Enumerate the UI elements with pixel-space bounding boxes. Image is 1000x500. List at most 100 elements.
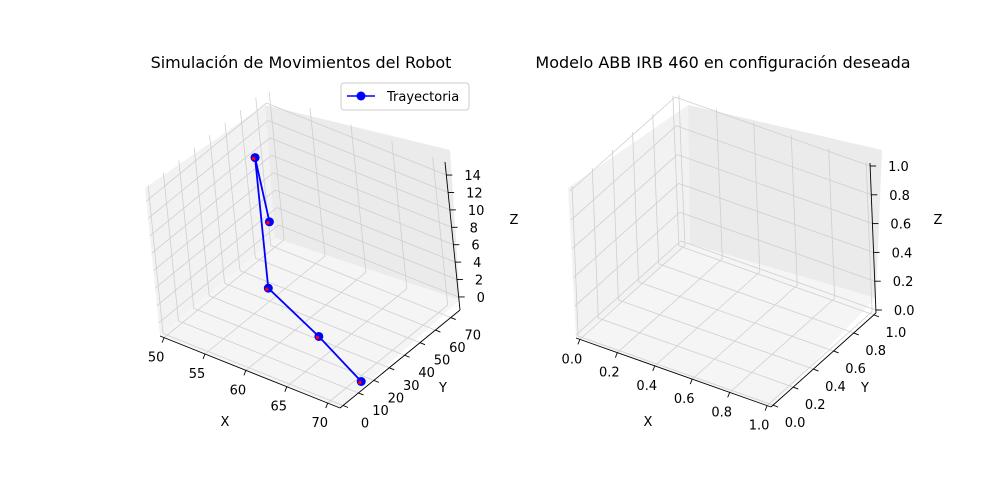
left-grid-zx [274, 189, 456, 263]
left-grid-xz [350, 124, 367, 273]
right-ytick-mark [793, 386, 799, 390]
left-zlabel: Z [510, 213, 519, 228]
right-xtick-label: 0.0 [562, 352, 583, 367]
right-xtick-mark [689, 378, 693, 385]
right-3d-axes: Modelo ABB IRB 460 en configuración dese… [535, 53, 942, 434]
right-xtick-label: 0.6 [674, 392, 695, 407]
left-grid-zx [266, 102, 447, 176]
left-grid-zx [276, 207, 458, 280]
left-grid-zy [147, 120, 269, 219]
joint-marker [357, 380, 362, 385]
trajectory-marker [264, 217, 274, 227]
left-xtick-label: 55 [189, 367, 206, 382]
right-xtick-mark [764, 405, 768, 411]
left-ylabel: Y [438, 381, 447, 396]
left-xtick-label: 70 [311, 416, 328, 431]
left-ztick-label: 12 [466, 186, 483, 201]
left-grid-zx [271, 154, 452, 228]
right-xtick-label: 0.2 [599, 366, 620, 381]
left-xtick-label: 65 [271, 400, 288, 415]
right-y-axis-line [770, 312, 877, 408]
left-ytick-label: 10 [372, 404, 389, 419]
left-ytick-mark [450, 317, 456, 320]
left-grid-y [239, 270, 421, 344]
right-grid-zx [677, 154, 873, 224]
right-xtick-label: 0.4 [636, 379, 657, 394]
left-ytick-label: 70 [464, 329, 481, 344]
left-ytick-mark [404, 354, 410, 358]
right-pane-back-left [568, 105, 690, 338]
left-ytick-label: 40 [418, 366, 435, 381]
left-grid-zy [156, 207, 278, 306]
left-pane-floor [160, 238, 460, 408]
right-grid-zy [574, 211, 680, 307]
right-grid-y [577, 335, 774, 406]
right-ytick-mark [873, 314, 880, 318]
left-grid-zx [269, 137, 451, 211]
right-xtick-label: 0.8 [711, 405, 732, 420]
right-grid-y [618, 299, 814, 370]
right-grid-yz [591, 168, 599, 319]
right-ytick-label: 0.4 [825, 380, 846, 395]
left-grid-y [224, 282, 405, 356]
left-grid-x [286, 288, 408, 388]
right-grid-yz [652, 113, 660, 264]
right-grid-x [579, 245, 686, 340]
trajectory-marker [356, 377, 366, 387]
left-ztick-label: 4 [473, 256, 481, 271]
right-z-axis-line [869, 162, 877, 314]
left-grid-xz [309, 107, 326, 257]
right-ytick-mark [853, 332, 859, 336]
right-xlabel: X [644, 415, 653, 430]
right-xtick-mark [727, 392, 731, 398]
left-grid-yz [163, 172, 179, 321]
left-grid-y [270, 245, 451, 318]
right-grid-xz [790, 135, 798, 286]
left-grid-y [209, 295, 390, 369]
right-x-axis-line [575, 337, 772, 408]
left-grid [146, 91, 459, 406]
right-grid-zy [569, 96, 676, 192]
right-chart-title: Modelo ABB IRB 460 en configuración dese… [535, 53, 910, 72]
legend-box [340, 82, 470, 111]
left-pane-back-right [265, 105, 460, 300]
right-grid-x [654, 271, 761, 367]
trajectory-series [250, 153, 366, 387]
right-grid-y [678, 245, 875, 316]
right-grid-xz [865, 161, 873, 312]
left-grid-y [255, 257, 436, 331]
left-ztick-label: 6 [471, 239, 479, 254]
left-xtick-mark [161, 337, 165, 343]
right-ytick-label: 1.0 [886, 326, 907, 341]
left-grid-zy [151, 154, 272, 254]
right-ztick-label: 0.0 [894, 304, 915, 319]
right-grid-zy [572, 154, 678, 249]
right-grid-yz [632, 131, 639, 282]
right-grid-zy [573, 183, 679, 278]
left-y-axis-line [339, 309, 461, 409]
left-chart-title: Simulación de Movimientos del Robot [151, 53, 452, 72]
right-grid-yz [612, 150, 619, 301]
left-grid-yz [147, 185, 164, 334]
left-grid-zy [158, 224, 279, 324]
right-grid-xz [678, 95, 686, 246]
left-grid-yz [224, 122, 241, 271]
left-grid-y [178, 320, 359, 394]
right-ztick-label: 0.8 [889, 189, 910, 204]
left-grid-x [245, 272, 367, 371]
left-xtick-mark [243, 370, 247, 376]
left-xtick-mark [284, 386, 288, 392]
left-grid-zx [278, 224, 459, 298]
right-ytick-mark [813, 368, 819, 372]
trajectory-marker [263, 283, 273, 293]
right-ytick-label: 0.6 [845, 362, 866, 377]
left-xtick-mark [202, 353, 206, 360]
right-ticks: 0.00.20.40.60.81.0 0.00.20.40.60.81.00.00… [562, 160, 915, 434]
right-xtick-label: 1.0 [749, 419, 770, 434]
left-grid-y [162, 333, 344, 406]
right-grid-zy [571, 125, 677, 221]
right-grid-xz [828, 148, 836, 299]
left-ytick-mark [373, 379, 380, 383]
right-grid-zx [676, 125, 872, 196]
